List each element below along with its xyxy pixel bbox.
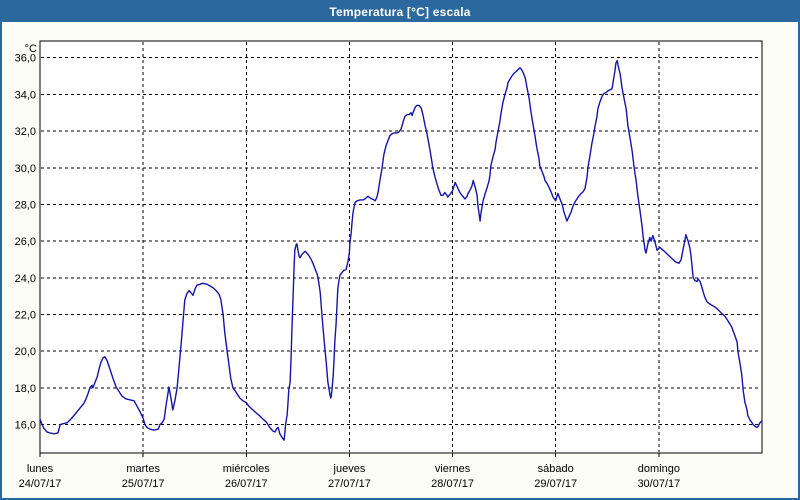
y-tick-label: 36,0 [15,53,36,65]
x-day-label: martes [126,463,160,475]
x-day-label: miércoles [223,463,271,475]
y-tick-label: 16,0 [15,420,36,432]
x-date-label: 29/07/17 [534,478,577,490]
y-tick-label: 32,0 [15,126,36,138]
temperature-line-chart: 36,0 34,0 32,0 30,0 28,0 26,0 24,0 22,0 20,0 18,0… [15,40,763,490]
temperature-series-line [39,59,763,441]
x-day-label: viernes [435,463,471,475]
x-day-label: sábado [538,463,574,475]
x-date-label: 27/07/17 [328,478,371,490]
plot-area [39,40,763,454]
x-date-label: 24/07/17 [19,478,62,490]
y-tick-label: 24,0 [15,273,36,285]
y-tick-label: 18,0 [15,383,36,395]
chart-title-bar: Temperatura [°C] escala [2,2,798,22]
x-date-label: 28/07/17 [431,478,474,490]
x-date-label: 26/07/17 [225,478,268,490]
chart-area: 36,0 34,0 32,0 30,0 28,0 26,0 24,0 22,0 20,0 18,0… [2,22,798,498]
y-tick-label: 30,0 [15,163,36,175]
y-tick-label: 26,0 [15,236,36,248]
x-date-label: 30/07/17 [637,478,680,490]
x-day-label: lunes [27,463,54,475]
x-day-label: domingo [638,463,680,475]
y-tick-label: 22,0 [15,310,36,322]
x-date-label: 25/07/17 [122,478,165,490]
x-axis-labels: lunes 24/07/17 martes 25/07/17 miércoles 26/0… [19,463,681,490]
x-day-label: jueves [333,463,366,475]
y-unit-label: °C [25,43,37,55]
y-tick-label: 20,0 [15,346,36,358]
chart-title: Temperatura [°C] escala [329,5,471,19]
y-tick-label: 34,0 [15,89,36,101]
y-tick-label: 28,0 [15,199,36,211]
y-axis-labels: 36,0 34,0 32,0 30,0 28,0 26,0 24,0 22,0 20,0 18,0… [15,43,37,432]
